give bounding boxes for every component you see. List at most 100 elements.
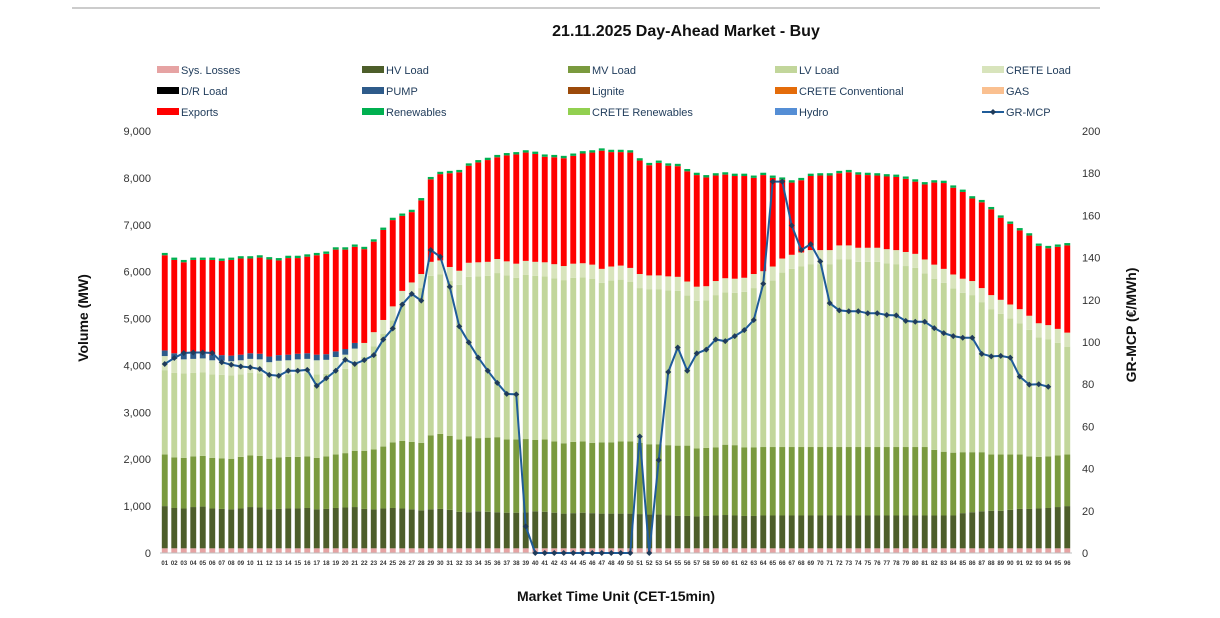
point-gr-mcp-12 [266, 371, 273, 378]
x-tick-label: 75 [864, 561, 871, 567]
bar-mv-load-78 [893, 447, 900, 516]
bar-mv-load-39 [522, 439, 529, 513]
bar-sys-losses-86 [969, 548, 976, 553]
bar-crete-load-71 [826, 250, 833, 265]
x-tick-label: 63 [750, 561, 757, 567]
bar-mv-load-82 [931, 449, 938, 516]
bar-pump-10 [247, 353, 254, 359]
bar-crete-load-32 [456, 270, 463, 285]
bar-crete-load-15 [294, 359, 301, 374]
point-gr-mcp-05 [199, 349, 206, 356]
bar-exports-95 [1054, 246, 1061, 329]
bar-mv-load-75 [864, 447, 871, 516]
bar-sys-losses-15 [294, 548, 301, 553]
x-tick-label: 01 [161, 561, 168, 567]
bar-crete-load-57 [693, 286, 700, 301]
y-tick-label: 8,000 [123, 173, 151, 185]
bar-crete-load-61 [731, 278, 738, 293]
bar-hv-load-09 [237, 508, 244, 549]
bar-lv-load-81 [921, 273, 928, 448]
bar-lv-load-82 [931, 278, 938, 450]
bar-sys-losses-18 [323, 548, 330, 553]
bar-exports-13 [275, 260, 282, 356]
x-tick-label: 56 [684, 561, 691, 567]
legend-swatch-crete-conventional [775, 87, 797, 94]
bar-crete-load-53 [655, 275, 662, 290]
bar-mv-load-10 [247, 455, 254, 508]
bar-lv-load-46 [589, 278, 596, 443]
bar-hv-load-21 [351, 507, 358, 549]
bar-crete-load-76 [874, 247, 881, 262]
bar-mv-load-86 [969, 452, 976, 513]
point-gr-mcp-90 [1007, 354, 1014, 361]
bar-mv-load-48 [608, 442, 615, 514]
bar-lv-load-84 [950, 288, 957, 453]
bar-sys-losses-89 [997, 548, 1004, 553]
bar-renewables-50 [627, 150, 634, 153]
bar-sys-losses-84 [950, 548, 957, 553]
bar-lv-load-12 [266, 376, 273, 459]
bar-mv-load-93 [1035, 456, 1042, 509]
bar-crete-load-13 [275, 360, 282, 375]
bar-exports-20 [342, 249, 349, 350]
bar-hv-load-43 [560, 513, 567, 549]
bar-renewables-65 [769, 175, 776, 178]
legend-marker-gr-mcp [990, 109, 996, 115]
bar-lv-load-24 [380, 334, 387, 447]
bar-sys-losses-75 [864, 548, 871, 553]
x-tick-label: 07 [218, 561, 225, 567]
bar-mv-load-67 [788, 447, 795, 516]
bar-pump-14 [285, 354, 292, 361]
bar-sys-losses-22 [361, 548, 368, 553]
bar-lv-load-19 [332, 371, 339, 455]
bar-hv-load-47 [598, 513, 605, 549]
bar-exports-49 [617, 152, 624, 266]
bar-hv-load-11 [256, 507, 263, 549]
bar-sys-losses-05 [199, 548, 206, 553]
bar-crete-load-07 [218, 360, 225, 375]
legend-label-hydro: Hydro [799, 107, 828, 119]
x-tick-label: 92 [1026, 561, 1033, 567]
bar-exports-93 [1035, 245, 1042, 324]
point-gr-mcp-38 [513, 391, 520, 398]
bar-exports-48 [608, 152, 615, 267]
y-axis-title: Volume (MW) [75, 274, 91, 362]
bar-crete-load-25 [389, 306, 396, 321]
bar-lv-load-49 [617, 279, 624, 442]
bar-renewables-63 [750, 175, 757, 178]
x-tick-label: 32 [456, 561, 463, 567]
bar-crete-load-45 [579, 263, 586, 278]
bar-exports-89 [997, 217, 1004, 300]
legend-swatch-renewables [362, 108, 384, 115]
x-tick-label: 86 [969, 561, 976, 567]
bar-crete-load-14 [285, 360, 292, 375]
bar-lv-load-94 [1045, 339, 1052, 457]
bar-mv-load-20 [342, 453, 349, 508]
bar-sys-losses-02 [171, 548, 178, 553]
x-tick-label: 37 [503, 561, 510, 567]
bar-mv-load-62 [741, 447, 748, 516]
bar-hv-load-12 [266, 509, 273, 549]
bar-hv-load-48 [608, 513, 615, 549]
bar-crete-load-36 [494, 259, 501, 274]
point-gr-mcp-21 [351, 360, 358, 367]
bar-hv-load-61 [731, 515, 738, 549]
bar-renewables-33 [465, 163, 472, 166]
legend-swatch-gas [982, 87, 1004, 94]
bar-renewables-15 [294, 255, 301, 259]
x-tick-label: 90 [1007, 561, 1014, 567]
x-tick-label: 77 [883, 561, 890, 567]
legend-label-d-r-load: D/R Load [181, 86, 227, 98]
legend-label-crete-renewables: CRETE Renewables [592, 107, 693, 119]
bar-crete-load-40 [532, 261, 539, 276]
bar-exports-68 [798, 180, 805, 253]
bar-renewables-14 [285, 255, 292, 259]
bar-exports-61 [731, 176, 738, 279]
point-gr-mcp-69 [807, 241, 814, 248]
point-gr-mcp-50 [627, 550, 634, 556]
bar-hv-load-90 [1007, 509, 1014, 549]
bar-renewables-17 [313, 252, 320, 256]
y-tick-label: 3,000 [123, 407, 151, 419]
bar-crete-load-78 [893, 250, 900, 265]
bar-hv-load-32 [456, 511, 463, 549]
